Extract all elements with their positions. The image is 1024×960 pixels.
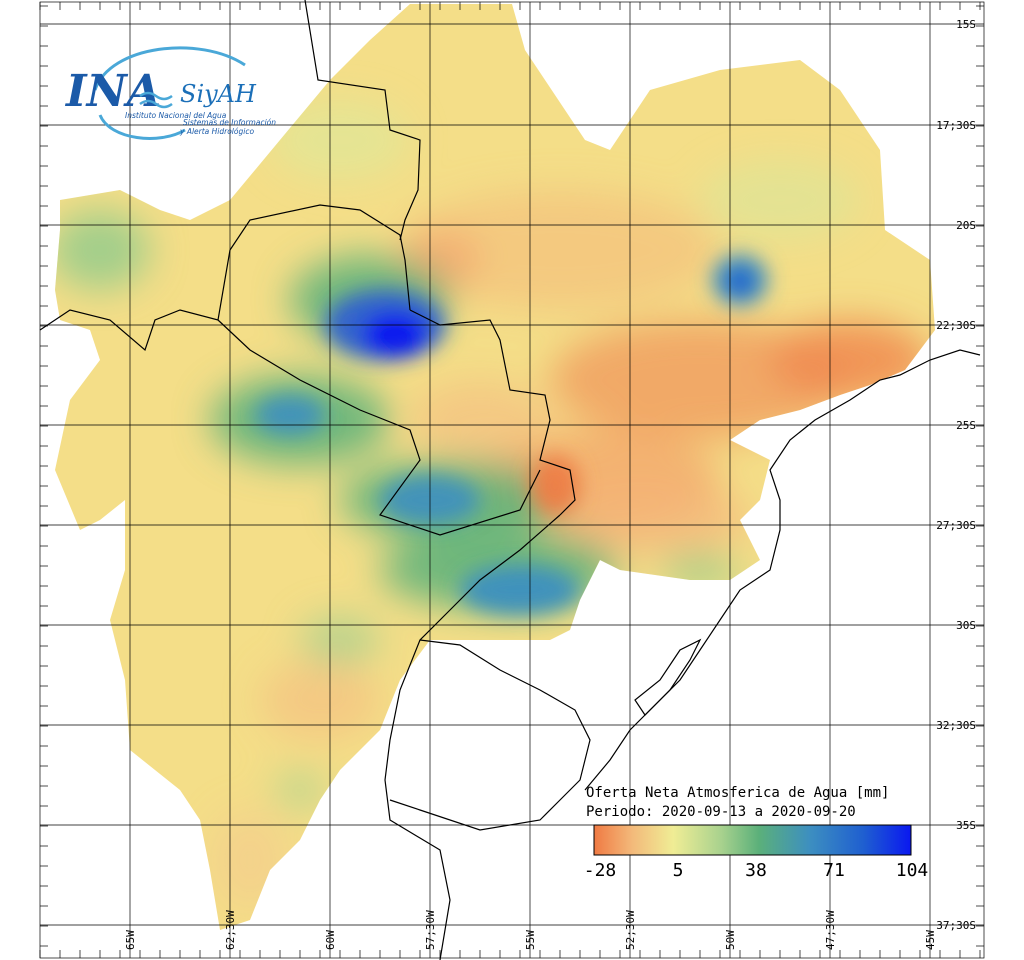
longitude-label: 57;30W: [424, 910, 437, 950]
legend-tick-label: -28: [584, 860, 617, 881]
bolivia-brazil-border: [304, 0, 421, 241]
latitude-label: 25S: [956, 419, 976, 432]
legend-tick-label: 38: [745, 860, 767, 881]
lat-lon-grid: [39, 1, 985, 959]
latitude-label: 20S: [956, 219, 976, 232]
argentina-brazil-border: [384, 514, 561, 960]
legend-tick-label: 5: [673, 860, 684, 881]
longitude-label: 55W: [524, 930, 537, 950]
logo-brand-text: SiyAH: [180, 80, 257, 108]
bolivia-argentina-border: [39, 249, 231, 352]
latitude-labels: 15S 17;30S 20S 22;30S 25S 27;30S 30S 32;30S 35S 3…: [936, 18, 976, 932]
latitude-label: 27;30S: [936, 519, 976, 532]
legend-tick-label: 71: [823, 860, 845, 881]
logo-swoosh-2: [98, 114, 186, 140]
logo-line-2: Sistemas de Información: [183, 118, 276, 127]
latitude-label: 37;30S: [936, 919, 976, 932]
legend-colorbar: [593, 824, 912, 856]
longitude-label: 52;30W: [624, 910, 637, 950]
paraguay-argentina-border: [217, 319, 541, 536]
latitude-label: 35S: [956, 819, 976, 832]
latitude-label: 22;30S: [936, 319, 976, 332]
longitude-label: 60W: [324, 930, 337, 950]
lagoa-dos-patos: [634, 638, 702, 716]
latitude-label: 32;30S: [936, 719, 976, 732]
uruguay-border: [389, 639, 591, 831]
longitude-label: 65W: [124, 930, 137, 950]
longitude-labels: 65W 62;30W 60W 57;30W 55W 52;30W 50W 47;30W 45W: [124, 910, 937, 950]
logo-swoosh: [93, 46, 246, 91]
longitude-label: 50W: [724, 930, 737, 950]
legend-tick-label: 104: [896, 860, 929, 881]
map-frame: [39, 1, 985, 959]
bolivia-paraguay-border: [229, 204, 411, 311]
latitude-label: 17;30S: [936, 119, 976, 132]
longitude-label: 62;30W: [224, 910, 237, 950]
wave-icon: [139, 91, 173, 109]
paraguay-brazil-border: [409, 309, 576, 516]
longitude-label: 45W: [924, 930, 937, 950]
legend-period: Periodo: 2020-09-13 a 2020-09-20: [586, 804, 856, 820]
logo-line-3: y Alerta Hidrológico: [179, 127, 254, 136]
latitude-label: 15S: [956, 18, 976, 31]
legend: Oferta Neta Atmosferica de Agua [mm] Per…: [584, 785, 929, 881]
logo-line-1: Instituto Nacional del Agua: [125, 111, 227, 120]
logo-main-text: INA: [64, 66, 161, 117]
legend-title: Oferta Neta Atmosferica de Agua [mm]: [586, 785, 889, 801]
anomaly-blobs: [55, 100, 930, 910]
ina-logo: INA SiyAH Instituto Nacional del Agua Si…: [64, 46, 276, 140]
latitude-label: 30S: [956, 619, 976, 632]
longitude-label: 47;30W: [824, 910, 837, 950]
legend-ticks: -28 5 38 71 104: [584, 860, 929, 881]
country-borders: [39, 0, 981, 960]
